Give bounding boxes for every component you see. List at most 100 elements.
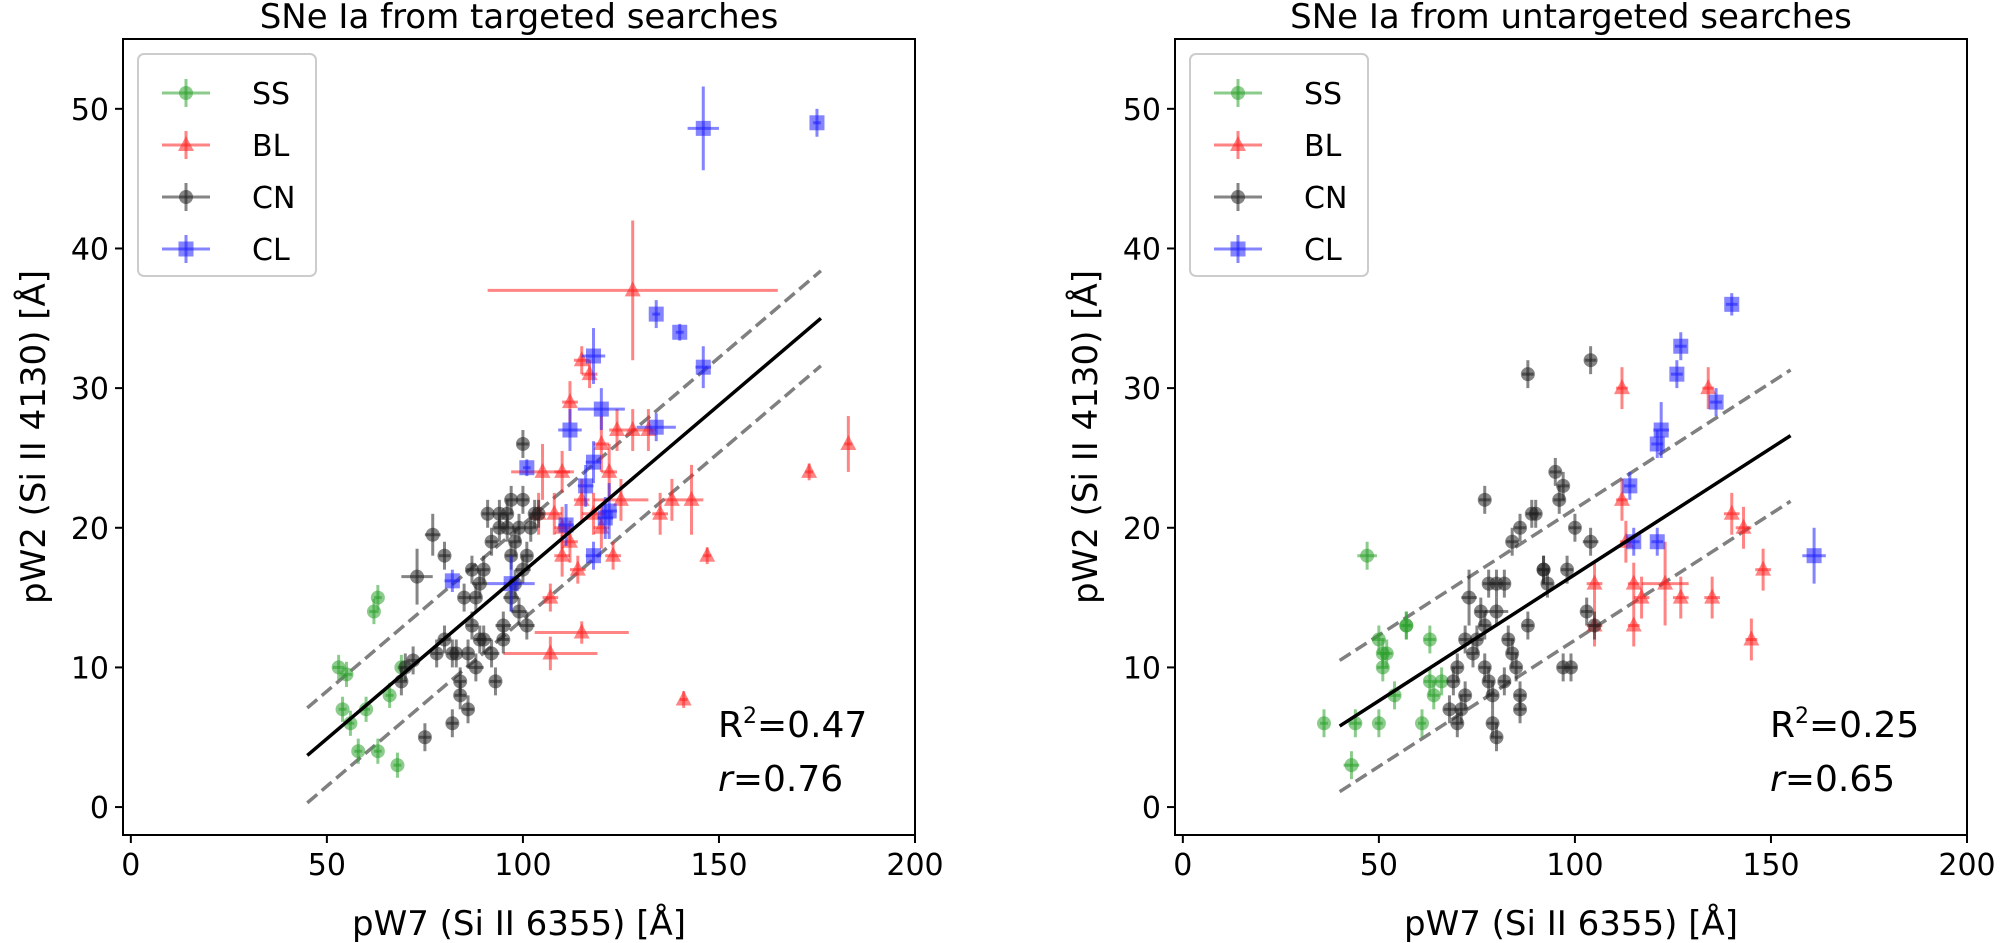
- data-point: [558, 504, 574, 546]
- data-point: [472, 625, 487, 654]
- x-axis-label: pW7 (Si II 6355) [Å]: [352, 903, 686, 943]
- marker-circle: [449, 646, 464, 661]
- data-point: [840, 416, 857, 472]
- marker-circle: [519, 618, 534, 633]
- data-point: [585, 441, 602, 484]
- data-point: [1649, 430, 1665, 458]
- data-point: [1399, 611, 1414, 640]
- data-point: [1343, 751, 1360, 780]
- data-point: [534, 621, 629, 644]
- marker-triangle: [601, 462, 618, 478]
- data-point: [1673, 332, 1689, 361]
- legend-marker: [1230, 241, 1246, 257]
- marker-circle: [445, 716, 460, 731]
- data-point: [1723, 492, 1740, 535]
- marker-circle: [1513, 702, 1528, 717]
- marker-circle: [370, 744, 385, 759]
- data-point: [1484, 597, 1509, 626]
- r-annotation: r=0.76: [718, 759, 843, 800]
- data-point: [1450, 709, 1465, 738]
- data-point: [1622, 471, 1638, 500]
- marker-square: [648, 419, 664, 435]
- marker-circle: [1415, 716, 1430, 731]
- marker-triangle: [1657, 574, 1674, 590]
- r2-value: =0.25: [1809, 705, 1919, 746]
- r2-superscript: 2: [1795, 704, 1809, 729]
- legend-box: [1189, 53, 1369, 277]
- data-point: [1579, 597, 1594, 626]
- marker-circle: [1316, 716, 1331, 731]
- data-point: [1649, 527, 1665, 556]
- data-point: [672, 323, 688, 341]
- data-point: [695, 346, 712, 389]
- data-point: [624, 409, 641, 451]
- legend-label: CN: [1304, 181, 1347, 216]
- marker-circle: [519, 548, 534, 563]
- marker-circle: [527, 506, 542, 521]
- data-point: [1489, 723, 1504, 752]
- data-point: [577, 464, 594, 507]
- legend-marker: [1230, 136, 1246, 151]
- marker-circle: [1587, 618, 1602, 633]
- marker-square: [593, 401, 609, 417]
- marker-circle: [496, 632, 511, 647]
- marker-square: [444, 573, 460, 589]
- marker-triangle: [609, 421, 626, 437]
- marker-circle: [1524, 506, 1539, 521]
- r2-value: =0.47: [757, 705, 867, 746]
- marker-circle: [1450, 716, 1465, 731]
- marker-circle: [1583, 353, 1598, 368]
- data-point: [437, 541, 452, 570]
- data-point: [483, 639, 500, 668]
- marker-triangle: [1633, 588, 1650, 604]
- data-point: [1536, 555, 1551, 584]
- data-point: [809, 108, 825, 137]
- data-point: [699, 546, 716, 565]
- data-point: [1481, 569, 1496, 598]
- data-point: [464, 555, 479, 584]
- marker-circle: [1360, 548, 1375, 563]
- data-point: [1505, 527, 1520, 556]
- marker-triangle: [1613, 379, 1630, 395]
- data-point: [1633, 576, 1650, 619]
- data-point: [558, 409, 582, 451]
- marker-square: [695, 359, 711, 375]
- legend-entry-cn: CN: [1214, 181, 1347, 216]
- marker-circle: [1442, 702, 1457, 717]
- legend-label: BL: [252, 129, 290, 164]
- marker-circle: [390, 758, 405, 773]
- data-point: [1669, 360, 1685, 389]
- data-point: [605, 541, 622, 570]
- data-point: [527, 499, 542, 528]
- marker-circle: [464, 618, 479, 633]
- x-tick-label: 50: [308, 848, 346, 883]
- marker-circle: [1560, 562, 1575, 577]
- marker-triangle: [546, 504, 563, 520]
- data-point: [1613, 367, 1630, 410]
- data-point: [1564, 653, 1578, 682]
- legend-label: SS: [1304, 77, 1342, 112]
- data-point: [1422, 625, 1437, 654]
- marker-triangle: [569, 560, 586, 576]
- series-ss: [1316, 541, 1449, 780]
- marker-circle: [351, 744, 366, 759]
- marker-circle: [1399, 618, 1414, 633]
- y-tick-label: 10: [71, 651, 109, 686]
- marker-circle: [472, 632, 487, 647]
- marker-triangle: [542, 644, 559, 660]
- x-axis-label: pW7 (Si II 6355) [Å]: [1404, 903, 1738, 943]
- marker-circle: [1564, 660, 1578, 675]
- marker-circle: [410, 569, 425, 584]
- marker-square: [1649, 534, 1665, 550]
- marker-circle: [1579, 604, 1594, 619]
- data-point: [1379, 639, 1394, 668]
- x-tick-label: 50: [1360, 848, 1398, 883]
- data-point: [1513, 513, 1528, 542]
- data-point: [569, 555, 586, 584]
- marker-triangle: [1586, 574, 1603, 590]
- data-point: [1625, 604, 1642, 647]
- marker-square: [1806, 548, 1822, 564]
- y-tick-label: 30: [1123, 372, 1161, 407]
- data-point: [1316, 709, 1331, 738]
- lower-band-line: [1338, 499, 1792, 794]
